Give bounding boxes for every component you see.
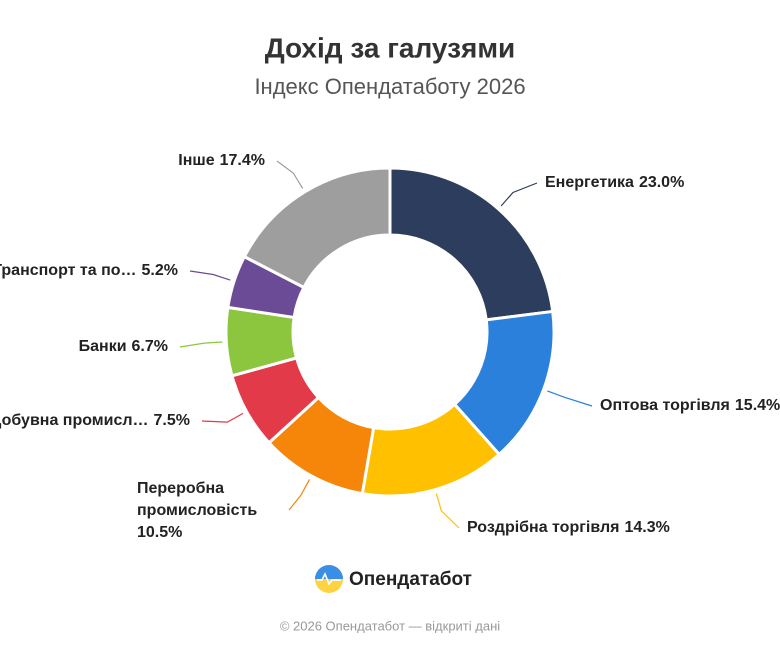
leader-line: [547, 390, 593, 407]
leader-line: [500, 182, 538, 207]
slice-label: Енергетика 23.0%: [545, 174, 684, 191]
slice-value: 6.7%: [132, 338, 168, 355]
slice-name: Банки: [79, 338, 127, 355]
leader-line: [435, 493, 460, 529]
footer: © 2026 Опендатабот — відкриті дані: [280, 618, 500, 633]
donut-slice: [242, 166, 392, 289]
slice-name: Роздрібна торгівля: [467, 519, 619, 536]
label-part: 10.5%: [137, 524, 183, 541]
chart-title: Дохід за галузями: [265, 32, 516, 63]
slice-label: Оптова торгівля 15.4%: [600, 397, 780, 414]
leader-line: [179, 341, 223, 348]
slice-label: Переробна промисловість 10.5%: [137, 478, 277, 544]
slice-name: Оптова торгівля: [600, 397, 730, 414]
donut-slice: [388, 166, 555, 322]
brand-name: Опендатабот: [349, 569, 472, 590]
slice-value: 23.0%: [639, 174, 684, 191]
brand-logo: [315, 565, 343, 593]
chart-subtitle: Індекс Опендатаботу 2026: [254, 74, 525, 99]
leader-line: [276, 160, 304, 189]
slice-name: Добувна промисл…: [0, 412, 149, 429]
label-part: Переробна промисловість: [137, 480, 258, 519]
slice-label: Транспорт та по… 5.2%: [0, 262, 178, 279]
slice-label: Банки 6.7%: [79, 338, 168, 355]
slice-value: 7.5%: [154, 412, 190, 429]
leader-line: [189, 270, 231, 281]
slice-name: Інше: [178, 152, 214, 169]
slice-label: Добувна промисл… 7.5%: [0, 412, 190, 429]
slice-label: Інше 17.4%: [178, 152, 265, 169]
slice-value: 15.4%: [735, 397, 780, 414]
slice-value: 14.3%: [624, 519, 669, 536]
slice-label: Переробна промисловість 10.5%: [137, 478, 277, 544]
slice-label: Роздрібна торгівля 14.3%: [467, 519, 670, 536]
slice-value: 17.4%: [220, 152, 265, 169]
slice-value: 5.2%: [142, 262, 178, 279]
leader-line: [288, 479, 311, 511]
leader-line: [201, 412, 244, 423]
slice-name: Транспорт та по…: [0, 262, 137, 279]
slice-name: Енергетика: [545, 174, 634, 191]
